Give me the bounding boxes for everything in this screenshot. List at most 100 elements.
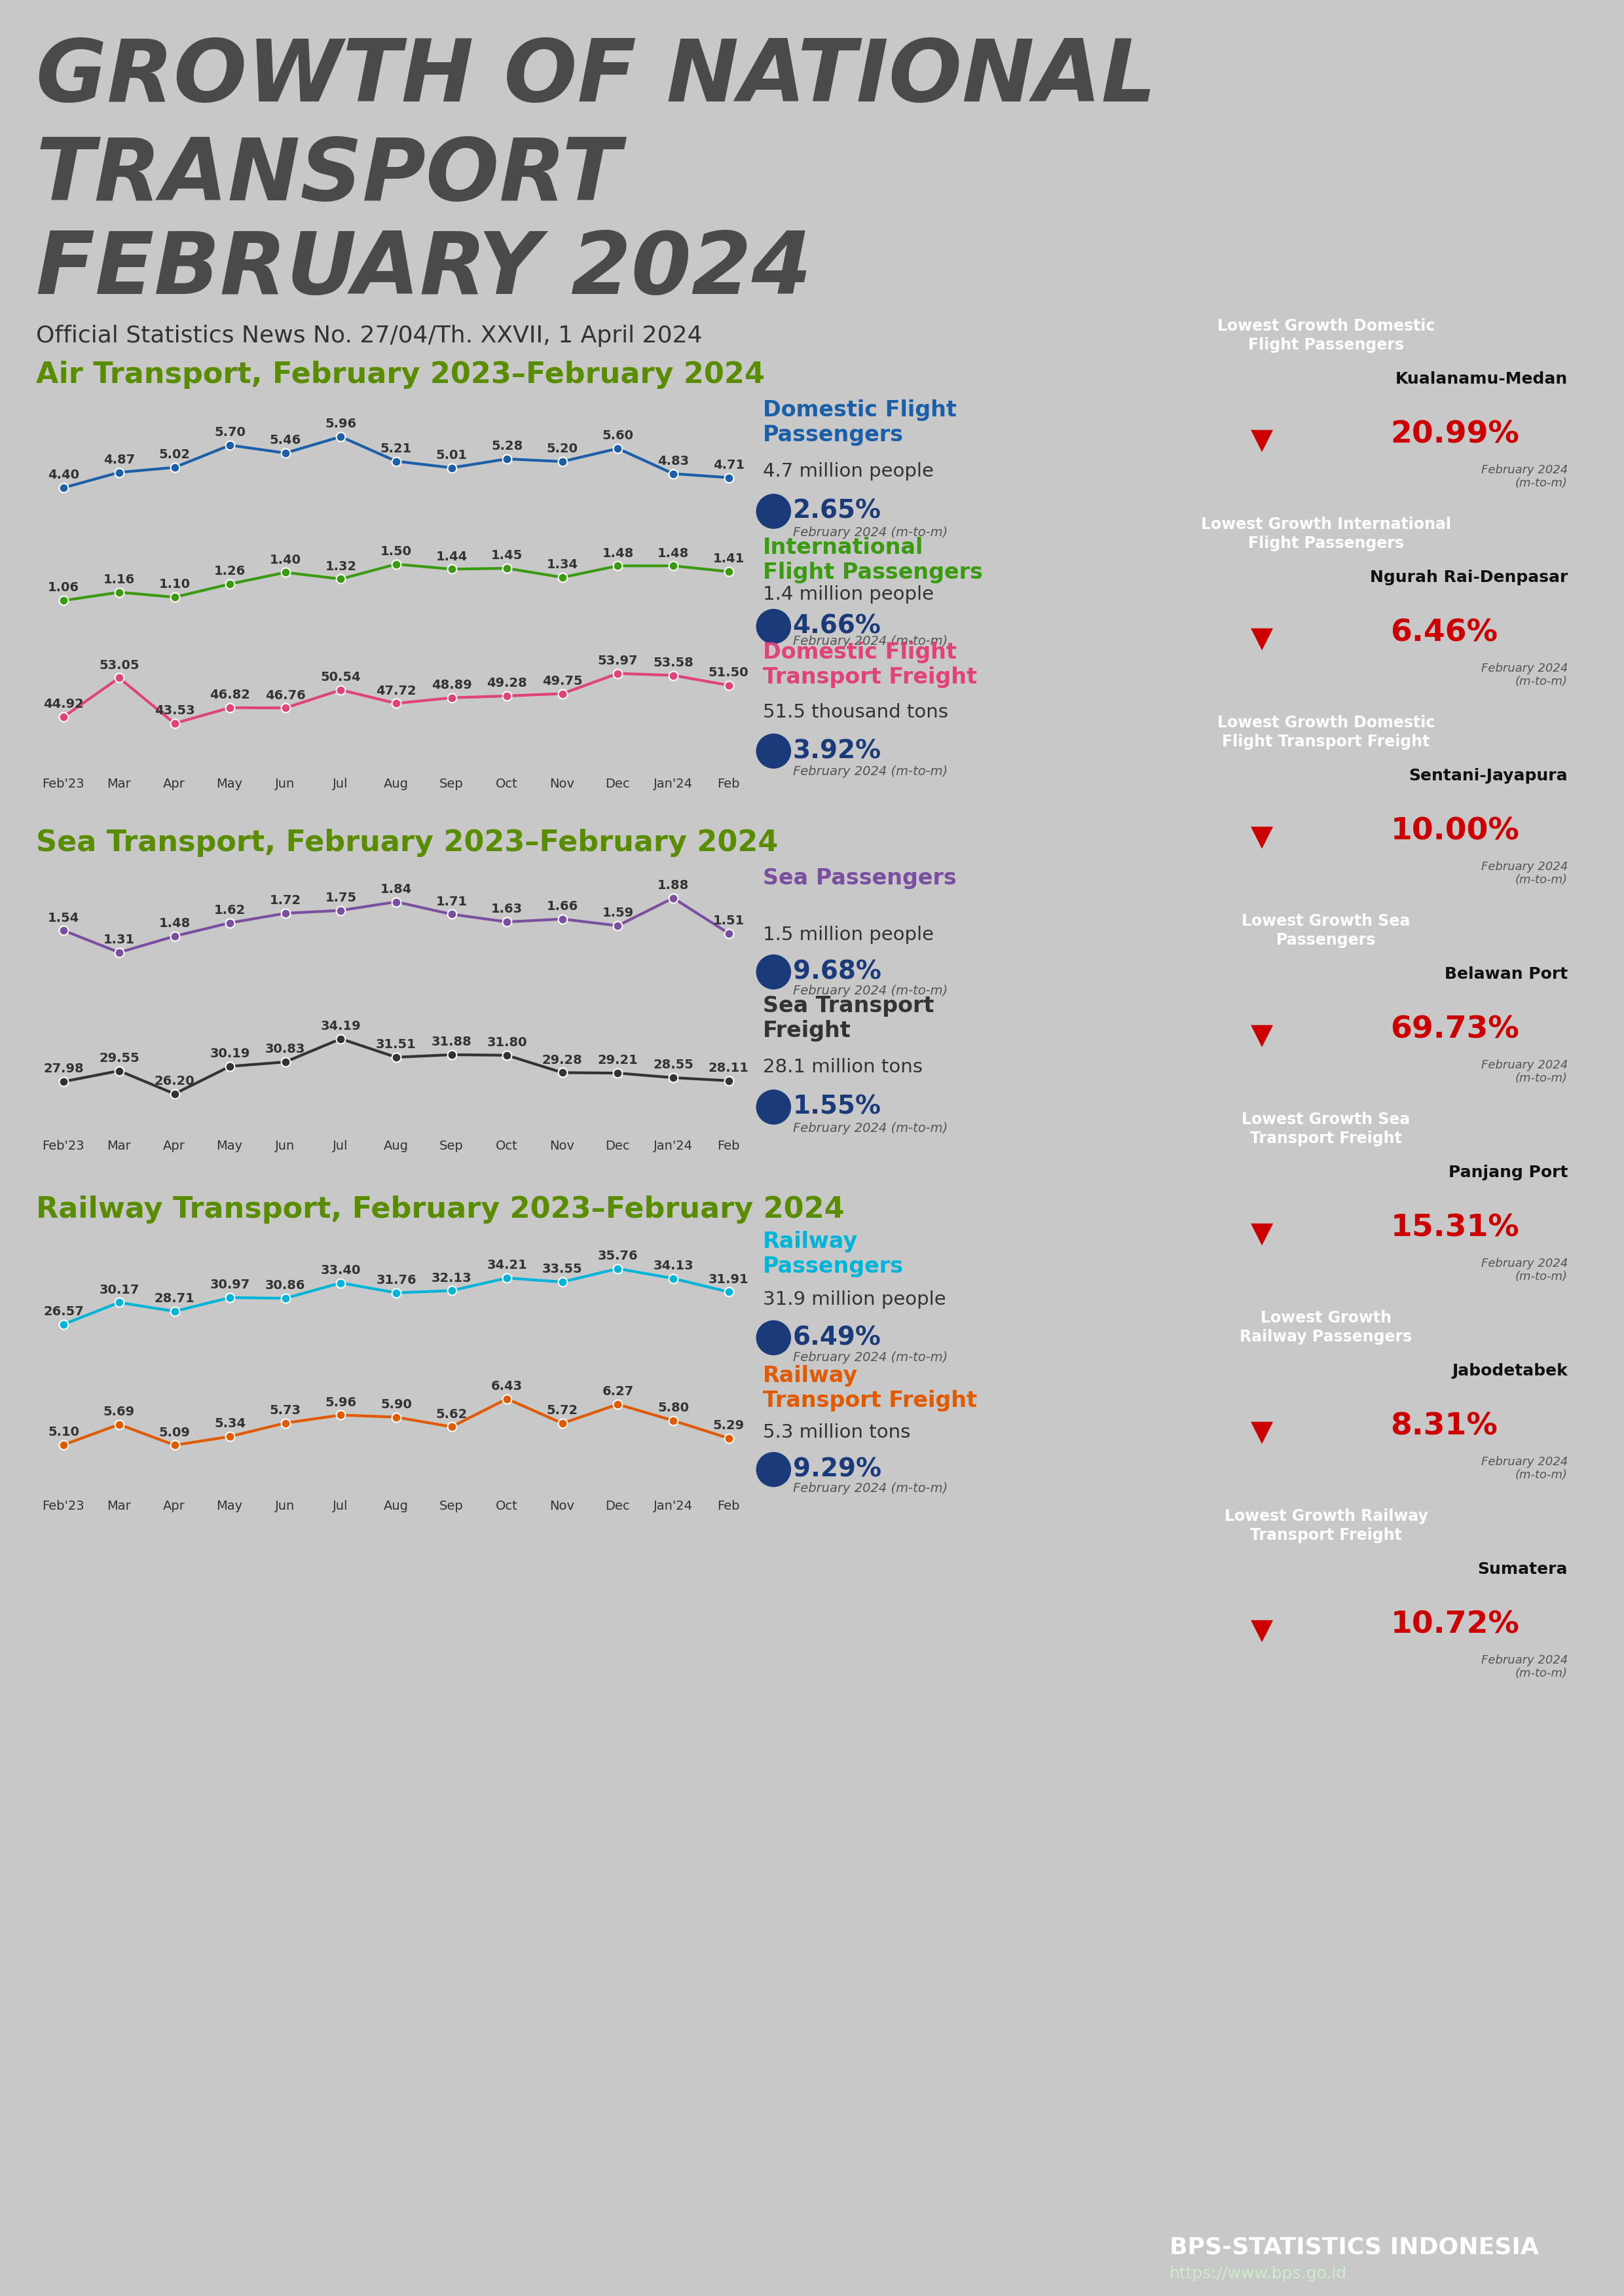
Text: 5.29: 5.29 bbox=[713, 1419, 744, 1433]
Text: 1.63: 1.63 bbox=[490, 902, 523, 916]
Text: Oct: Oct bbox=[495, 778, 518, 790]
Text: Oct: Oct bbox=[495, 1139, 518, 1153]
Text: 1.06: 1.06 bbox=[49, 581, 80, 595]
Text: Aug: Aug bbox=[383, 778, 408, 790]
Text: 1.48: 1.48 bbox=[159, 918, 190, 930]
Text: Sumatera: Sumatera bbox=[1478, 1561, 1567, 1577]
Text: Lowest Growth Sea
Transport Freight: Lowest Growth Sea Transport Freight bbox=[1242, 1111, 1410, 1146]
Text: https://www.bps.go.id: https://www.bps.go.id bbox=[1169, 2266, 1346, 2282]
Text: 5.72: 5.72 bbox=[547, 1405, 578, 1417]
Text: Jul: Jul bbox=[333, 778, 348, 790]
Text: 1.62: 1.62 bbox=[214, 905, 245, 916]
Text: Nov: Nov bbox=[549, 778, 575, 790]
Text: Dec: Dec bbox=[606, 778, 630, 790]
Text: Feb'23: Feb'23 bbox=[42, 1139, 84, 1153]
Text: ⬇: ⬇ bbox=[763, 960, 784, 985]
Text: 6.49%: 6.49% bbox=[793, 1325, 882, 1350]
Text: ⬇: ⬇ bbox=[763, 1325, 784, 1350]
Text: 5.73: 5.73 bbox=[270, 1405, 300, 1417]
Text: 5.70: 5.70 bbox=[214, 427, 245, 439]
Text: 1.4 million people: 1.4 million people bbox=[763, 585, 934, 604]
Text: 4.87: 4.87 bbox=[104, 455, 135, 466]
Text: Jun: Jun bbox=[274, 778, 296, 790]
Text: 5.62: 5.62 bbox=[435, 1407, 468, 1421]
Text: 34.21: 34.21 bbox=[487, 1258, 528, 1272]
Text: 53.58: 53.58 bbox=[653, 657, 693, 668]
Text: 1.41: 1.41 bbox=[713, 553, 744, 565]
Text: Apr: Apr bbox=[162, 1139, 185, 1153]
Text: 31.80: 31.80 bbox=[487, 1035, 528, 1049]
Text: 48.89: 48.89 bbox=[432, 680, 473, 691]
Text: Official Statistics News No. 27/04/Th. XXVII, 1 April 2024: Official Statistics News No. 27/04/Th. X… bbox=[36, 324, 703, 347]
Text: 50.54: 50.54 bbox=[320, 670, 361, 684]
Text: 4.83: 4.83 bbox=[658, 455, 689, 468]
Text: 51.5 thousand tons: 51.5 thousand tons bbox=[763, 703, 948, 721]
Text: FEBRUARY 2024: FEBRUARY 2024 bbox=[36, 230, 812, 312]
Text: 26.57: 26.57 bbox=[44, 1306, 84, 1318]
Text: 3.92%: 3.92% bbox=[793, 739, 882, 765]
Text: ⬇: ⬇ bbox=[763, 613, 784, 638]
Text: 5.69: 5.69 bbox=[104, 1405, 135, 1419]
Text: 27.98: 27.98 bbox=[44, 1063, 84, 1075]
Text: ⬇: ⬇ bbox=[763, 739, 784, 765]
Text: International
Flight Passengers: International Flight Passengers bbox=[763, 537, 983, 583]
Text: 5.02: 5.02 bbox=[159, 448, 190, 461]
Text: BPS-STATISTICS INDONESIA: BPS-STATISTICS INDONESIA bbox=[1169, 2236, 1538, 2259]
Text: Feb: Feb bbox=[718, 1499, 739, 1513]
Text: 31.91: 31.91 bbox=[708, 1272, 749, 1286]
Text: 4.71: 4.71 bbox=[713, 459, 744, 471]
Text: 5.21: 5.21 bbox=[380, 443, 412, 455]
Text: 1.66: 1.66 bbox=[547, 900, 578, 912]
Text: 33.55: 33.55 bbox=[542, 1263, 583, 1277]
Text: Railway
Passengers: Railway Passengers bbox=[763, 1231, 903, 1277]
Text: 9.68%: 9.68% bbox=[793, 960, 882, 985]
Text: 28.71: 28.71 bbox=[154, 1293, 195, 1304]
Text: 1.40: 1.40 bbox=[270, 553, 300, 567]
Text: Domestic Flight
Transport Freight: Domestic Flight Transport Freight bbox=[763, 641, 978, 689]
Text: 30.83: 30.83 bbox=[265, 1042, 305, 1056]
Text: Mar: Mar bbox=[107, 1139, 132, 1153]
Text: Lowest Growth
Railway Passengers: Lowest Growth Railway Passengers bbox=[1239, 1309, 1413, 1345]
Text: ▼: ▼ bbox=[1250, 822, 1273, 852]
Text: 1.26: 1.26 bbox=[214, 565, 245, 579]
Text: 1.45: 1.45 bbox=[490, 549, 523, 563]
Text: 30.17: 30.17 bbox=[99, 1283, 140, 1297]
Text: February 2024 (m-to-m): February 2024 (m-to-m) bbox=[793, 985, 947, 996]
Text: Feb'23: Feb'23 bbox=[42, 778, 84, 790]
Text: Jan'24: Jan'24 bbox=[653, 1139, 692, 1153]
Text: 46.82: 46.82 bbox=[209, 689, 250, 700]
Text: 31.76: 31.76 bbox=[377, 1274, 416, 1286]
Text: 5.34: 5.34 bbox=[214, 1417, 245, 1430]
Text: 5.09: 5.09 bbox=[159, 1426, 190, 1440]
Text: February 2024 (m-to-m): February 2024 (m-to-m) bbox=[793, 1483, 947, 1495]
Text: Aug: Aug bbox=[383, 1139, 408, 1153]
Text: Sep: Sep bbox=[438, 778, 463, 790]
Text: Railway Transport, February 2023–February 2024: Railway Transport, February 2023–Februar… bbox=[36, 1196, 844, 1224]
Text: 1.55%: 1.55% bbox=[793, 1095, 882, 1120]
Text: Railway
Transport Freight: Railway Transport Freight bbox=[763, 1366, 978, 1412]
Text: 30.19: 30.19 bbox=[209, 1047, 250, 1061]
Text: February 2024 (m-to-m): February 2024 (m-to-m) bbox=[793, 636, 947, 647]
Text: Panjang Port: Panjang Port bbox=[1449, 1164, 1567, 1180]
Text: 51.50: 51.50 bbox=[708, 666, 749, 680]
Text: 5.10: 5.10 bbox=[49, 1426, 80, 1437]
Text: 31.51: 31.51 bbox=[377, 1038, 416, 1052]
Text: 5.60: 5.60 bbox=[603, 429, 633, 443]
Text: 5.46: 5.46 bbox=[270, 434, 300, 448]
Text: ▼: ▼ bbox=[1250, 625, 1273, 652]
Text: Lowest Growth Domestic
Flight Transport Freight: Lowest Growth Domestic Flight Transport … bbox=[1218, 714, 1436, 751]
Text: TRANSPORT: TRANSPORT bbox=[36, 135, 622, 218]
Text: 1.16: 1.16 bbox=[104, 574, 135, 585]
Text: ⬇: ⬇ bbox=[763, 1458, 784, 1481]
Text: February 2024 (m-to-m): February 2024 (m-to-m) bbox=[793, 1123, 947, 1134]
Text: 28.11: 28.11 bbox=[708, 1061, 749, 1075]
Text: 31.88: 31.88 bbox=[432, 1035, 473, 1049]
Text: Jul: Jul bbox=[333, 1139, 348, 1153]
Text: Sep: Sep bbox=[438, 1499, 463, 1513]
Text: Mar: Mar bbox=[107, 778, 132, 790]
Text: 29.28: 29.28 bbox=[542, 1054, 583, 1065]
Text: 5.96: 5.96 bbox=[325, 418, 357, 429]
Text: Dec: Dec bbox=[606, 1139, 630, 1153]
Text: Nov: Nov bbox=[549, 1139, 575, 1153]
Text: Oct: Oct bbox=[495, 1499, 518, 1513]
